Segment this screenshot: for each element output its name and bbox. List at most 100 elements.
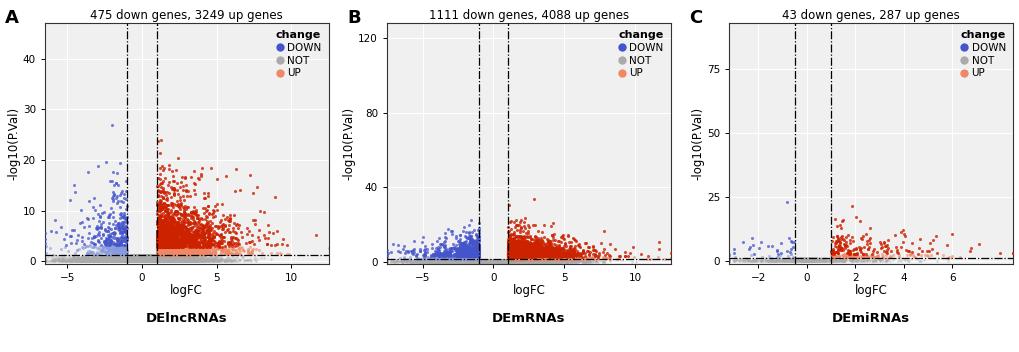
Point (467, 255, 483, 260)
Point (480, 258, 496, 263)
Point (793, 257, 809, 262)
Point (517, 248, 533, 253)
Point (103, 247, 119, 253)
Point (216, 252, 232, 257)
Point (484, 259, 500, 264)
Point (126, 257, 143, 263)
Point (149, 257, 165, 263)
Point (500, 256, 517, 262)
Point (77, 258, 94, 264)
Point (470, 235, 486, 240)
Point (512, 255, 528, 261)
Point (73, 257, 90, 263)
Point (186, 245, 203, 250)
Point (479, 259, 495, 264)
Point (131, 255, 148, 261)
Point (553, 255, 570, 260)
Point (130, 257, 147, 263)
Point (401, 257, 418, 263)
Point (154, 258, 170, 264)
Point (132, 256, 149, 261)
Point (720, 251, 737, 257)
Point (488, 259, 504, 264)
Point (73, 258, 90, 263)
Point (522, 258, 538, 264)
Point (136, 254, 152, 260)
Point (136, 253, 152, 259)
Point (139, 254, 155, 259)
Point (156, 237, 172, 243)
Point (474, 258, 490, 264)
Point (489, 258, 505, 264)
Point (161, 255, 177, 260)
Point (544, 254, 560, 260)
Point (249, 256, 265, 262)
Point (470, 255, 486, 261)
Point (201, 228, 217, 233)
Point (478, 257, 494, 263)
Point (153, 258, 169, 264)
Point (205, 210, 221, 215)
Point (132, 256, 149, 262)
Point (742, 252, 758, 257)
Point (482, 258, 498, 263)
Point (111, 258, 127, 264)
Point (423, 259, 439, 264)
Point (492, 258, 508, 263)
Point (148, 258, 164, 263)
Point (488, 258, 504, 264)
Point (132, 257, 149, 263)
Point (515, 259, 531, 264)
Point (77, 254, 94, 259)
Point (464, 255, 480, 260)
Point (468, 258, 484, 263)
Point (482, 257, 498, 263)
Point (483, 259, 499, 264)
Point (394, 246, 411, 252)
Point (491, 258, 507, 263)
Point (485, 258, 501, 264)
Point (588, 258, 604, 264)
Point (478, 259, 494, 265)
Point (135, 254, 151, 259)
Point (466, 258, 482, 264)
Point (133, 257, 150, 262)
Point (534, 247, 550, 253)
Point (500, 254, 517, 259)
Point (529, 257, 545, 263)
Point (475, 259, 491, 265)
Point (124, 257, 141, 263)
Point (472, 258, 488, 264)
Point (508, 242, 525, 248)
Point (136, 254, 152, 259)
Point (152, 250, 168, 256)
Point (186, 240, 203, 246)
Point (143, 258, 159, 264)
Point (157, 249, 173, 255)
Point (497, 257, 514, 263)
Point (488, 258, 504, 264)
Point (494, 258, 511, 264)
Point (157, 250, 173, 255)
Point (166, 251, 182, 257)
Point (166, 255, 182, 260)
Point (138, 256, 154, 262)
Point (458, 259, 474, 264)
Point (530, 259, 546, 265)
Point (133, 258, 150, 263)
Point (484, 258, 500, 263)
Point (131, 257, 148, 263)
Point (489, 258, 505, 263)
Point (911, 237, 927, 242)
Point (72, 257, 89, 262)
Point (505, 259, 522, 265)
Point (124, 257, 141, 262)
Point (795, 257, 811, 263)
Point (556, 254, 573, 260)
Point (178, 219, 195, 225)
Point (829, 258, 846, 264)
Point (483, 258, 499, 264)
Point (487, 257, 503, 263)
Point (117, 256, 133, 262)
Point (512, 257, 528, 262)
